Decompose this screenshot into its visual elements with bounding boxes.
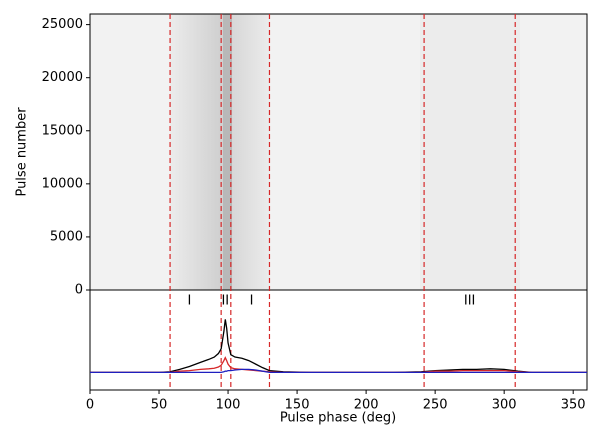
y-axis-label: Pulse number bbox=[15, 107, 30, 197]
x-tick-label: 0 bbox=[86, 398, 94, 413]
x-tick-label: 200 bbox=[354, 398, 379, 413]
profile-line bbox=[90, 368, 587, 374]
x-tick-label: 250 bbox=[423, 398, 448, 413]
region-label: III bbox=[464, 294, 476, 309]
x-tick-label: 150 bbox=[285, 398, 310, 413]
x-tick-label: 300 bbox=[492, 398, 517, 413]
x-axis-label: Pulse phase (deg) bbox=[280, 411, 396, 426]
image-band bbox=[170, 14, 270, 290]
image-band bbox=[420, 14, 520, 290]
x-tick-label: 100 bbox=[216, 398, 241, 413]
region-label: I bbox=[187, 294, 191, 309]
y-tick-label: 10000 bbox=[42, 176, 83, 191]
x-tick-label: 350 bbox=[561, 398, 586, 413]
pulse-stack-image bbox=[90, 14, 587, 290]
image-core bbox=[223, 14, 232, 290]
y-tick-label: 5000 bbox=[50, 229, 83, 244]
y-tick-label: 25000 bbox=[42, 17, 83, 32]
bottom-frame bbox=[89, 289, 588, 391]
profile-line bbox=[90, 319, 587, 374]
region-label: I bbox=[250, 294, 254, 309]
x-tick-label: 50 bbox=[151, 398, 168, 413]
y-tick-label: 15000 bbox=[42, 123, 83, 138]
region-label: II bbox=[221, 294, 229, 309]
y-tick-label: 20000 bbox=[42, 70, 83, 85]
y-tick-label: 0 bbox=[75, 283, 83, 298]
